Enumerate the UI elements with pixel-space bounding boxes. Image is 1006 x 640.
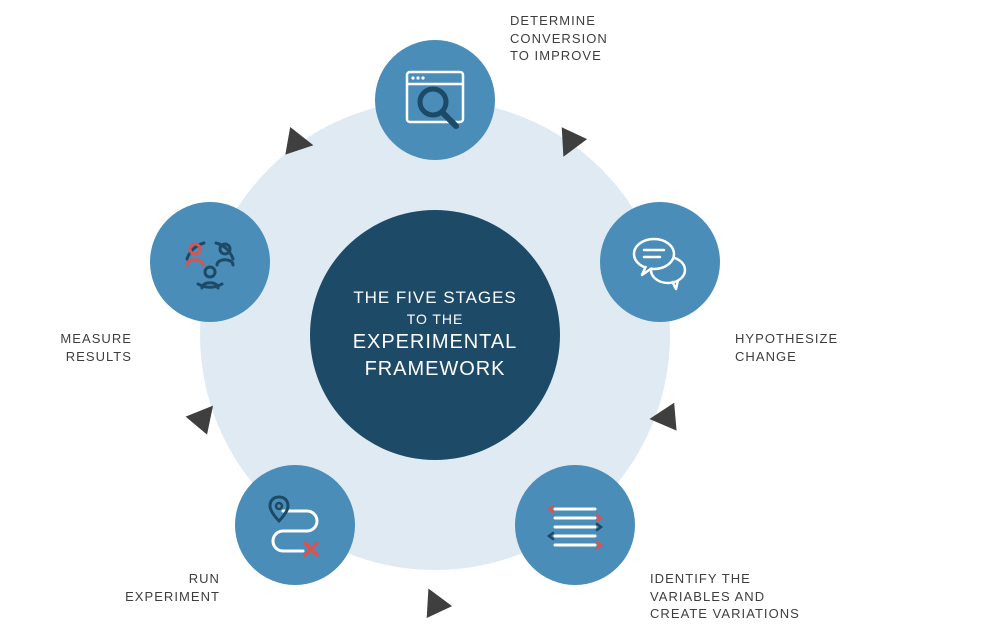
center-title-line: TO THE	[407, 310, 464, 329]
node-identify	[515, 465, 635, 585]
center-title-line: THE FIVE STAGES	[353, 287, 516, 310]
route-pin-x-icon	[255, 485, 335, 565]
label-hypothesize: HYPOTHESIZE CHANGE	[735, 330, 838, 365]
browser-magnify-icon	[395, 60, 475, 140]
label-run: RUN EXPERIMENT	[125, 570, 220, 605]
diagram-canvas: THE FIVE STAGESTO THEEXPERIMENTALFRAMEWO…	[0, 0, 1006, 640]
flow-arrow	[285, 127, 315, 159]
flow-arrow	[648, 403, 676, 433]
center-title-line: EXPERIMENTAL	[353, 329, 518, 356]
label-measure: MEASURE RESULTS	[60, 330, 132, 365]
node-determine	[375, 40, 495, 160]
people-cycle-icon	[170, 222, 250, 302]
node-run	[235, 465, 355, 585]
flow-arrow	[416, 583, 452, 618]
center-circle: THE FIVE STAGESTO THEEXPERIMENTALFRAMEWO…	[310, 210, 560, 460]
list-arrows-icon	[535, 485, 615, 565]
label-identify: IDENTIFY THE VARIABLES AND CREATE VARIAT…	[650, 570, 800, 623]
speech-bubbles-icon	[620, 222, 700, 302]
node-hypothesize	[600, 202, 720, 322]
center-title-line: FRAMEWORK	[365, 356, 506, 383]
label-determine: DETERMINE CONVERSION TO IMPROVE	[510, 12, 608, 65]
node-measure	[150, 202, 270, 322]
